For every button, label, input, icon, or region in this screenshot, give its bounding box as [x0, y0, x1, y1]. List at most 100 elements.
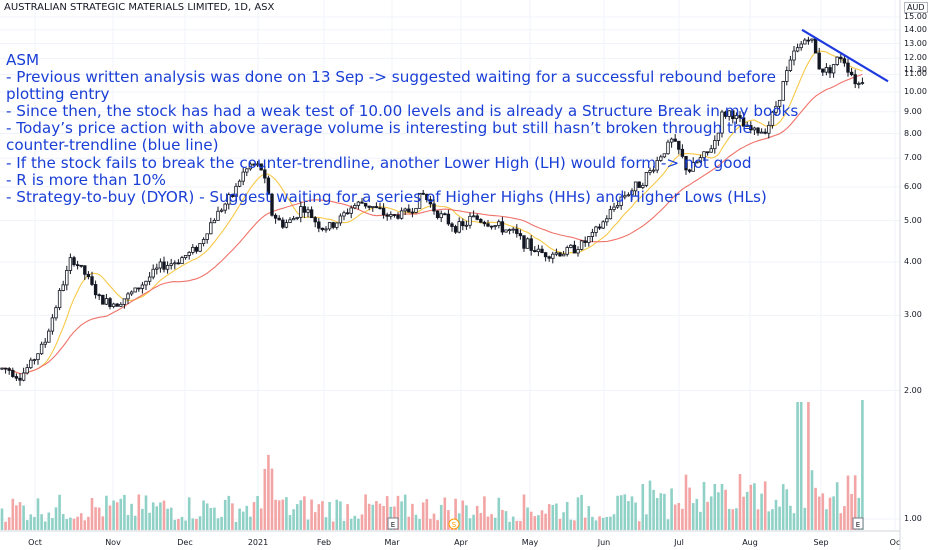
candle-body [432, 203, 436, 212]
candle-body [749, 125, 753, 131]
y-tick-label: 8.00 [904, 128, 922, 138]
candle-body [367, 205, 371, 208]
candle-body [655, 160, 659, 171]
candle-body [471, 215, 476, 218]
candle-body [147, 276, 152, 282]
candle-body [61, 284, 65, 291]
volume-bar [7, 517, 11, 530]
volume-bar [281, 499, 285, 530]
volume-bar [738, 474, 742, 530]
candle-body [698, 157, 703, 163]
volume-bar [645, 514, 648, 530]
candle-body [677, 140, 681, 150]
y-tick-label: 9.00 [904, 106, 922, 116]
volume-bar [180, 516, 184, 530]
annotation-line: - Today’s price action with above averag… [6, 119, 752, 138]
candle-body [738, 115, 742, 119]
candle-body [687, 169, 692, 172]
volume-bar [544, 513, 547, 530]
x-tick-label: Dec [177, 538, 192, 547]
volume-bar [324, 517, 328, 530]
volume-bar [317, 504, 321, 530]
volume-bar [310, 499, 313, 530]
x-tick-label: Jul [673, 538, 684, 547]
volume-bar [112, 500, 115, 530]
volume-bar [342, 520, 346, 530]
candle-body [813, 38, 818, 54]
volume-bar [576, 497, 580, 530]
volume-bar [569, 519, 573, 530]
volume-bar [382, 505, 385, 530]
candle-body [389, 214, 393, 217]
candle-body [482, 221, 487, 225]
candle-body [453, 226, 458, 233]
candle-body [230, 194, 235, 197]
volume-bar [108, 505, 112, 530]
candle-body [122, 298, 127, 305]
candle-body [83, 265, 87, 275]
volume-bar [828, 497, 832, 530]
candle-body [65, 270, 69, 286]
x-tick-label: Apr [454, 538, 469, 547]
candle-body [295, 216, 299, 219]
candle-body [191, 246, 195, 253]
candle-body [525, 238, 530, 249]
volume-bar [371, 504, 375, 530]
candle-body [173, 262, 177, 265]
volume-bar [472, 514, 475, 530]
volume-bar [263, 468, 267, 530]
volume-bar [807, 402, 810, 530]
candle-body [745, 125, 749, 127]
candle-body [331, 222, 335, 228]
y-tick-label: 4.00 [904, 257, 922, 267]
x-tick-label: 2021 [248, 538, 268, 547]
volume-bar [256, 496, 259, 530]
candle-body [403, 208, 407, 212]
volume-bar [706, 501, 709, 530]
volume-bar [407, 516, 411, 530]
x-tick-label: Nov [105, 538, 121, 547]
candle-body [569, 244, 573, 248]
y-tick-label: 11.30 [904, 64, 927, 74]
volume-bar [339, 501, 342, 530]
candle-body [407, 208, 411, 213]
volume-bar [609, 516, 612, 530]
candle-body [795, 47, 800, 52]
candle-body [158, 261, 163, 269]
volume-bar [22, 505, 25, 530]
volume-bar [195, 518, 198, 530]
candle-body [281, 219, 285, 228]
candle-body [18, 377, 22, 381]
y-tick-label: 11.00 [904, 69, 927, 79]
y-tick-label: 1.00 [904, 514, 922, 523]
volume-bar [25, 520, 29, 530]
volume-bar [742, 496, 745, 530]
candle-body [371, 206, 375, 208]
candle-body [540, 248, 544, 254]
volume-bar [421, 502, 425, 530]
candle-body [237, 180, 242, 187]
candle-body [741, 117, 746, 127]
candle-body [284, 222, 289, 228]
x-tick-label: May [522, 538, 539, 547]
candle-body [860, 82, 865, 84]
volume-bar [677, 502, 681, 530]
volume-bar [537, 515, 540, 530]
candle-body [299, 206, 303, 218]
candle-body [93, 284, 98, 296]
candle-body [309, 209, 314, 219]
candle-body [623, 195, 627, 198]
candle-body [335, 222, 339, 228]
volume-bar [303, 496, 306, 530]
candle-body [90, 276, 94, 285]
candle-body [302, 206, 307, 213]
candle-body [702, 151, 706, 159]
volume-bar [173, 519, 177, 530]
candle-body [507, 229, 512, 232]
candle-body [219, 209, 224, 212]
trendline-layer [801, 28, 889, 83]
volume-bar [681, 508, 684, 530]
volume-bar [810, 470, 814, 530]
volume-bar [479, 513, 483, 530]
